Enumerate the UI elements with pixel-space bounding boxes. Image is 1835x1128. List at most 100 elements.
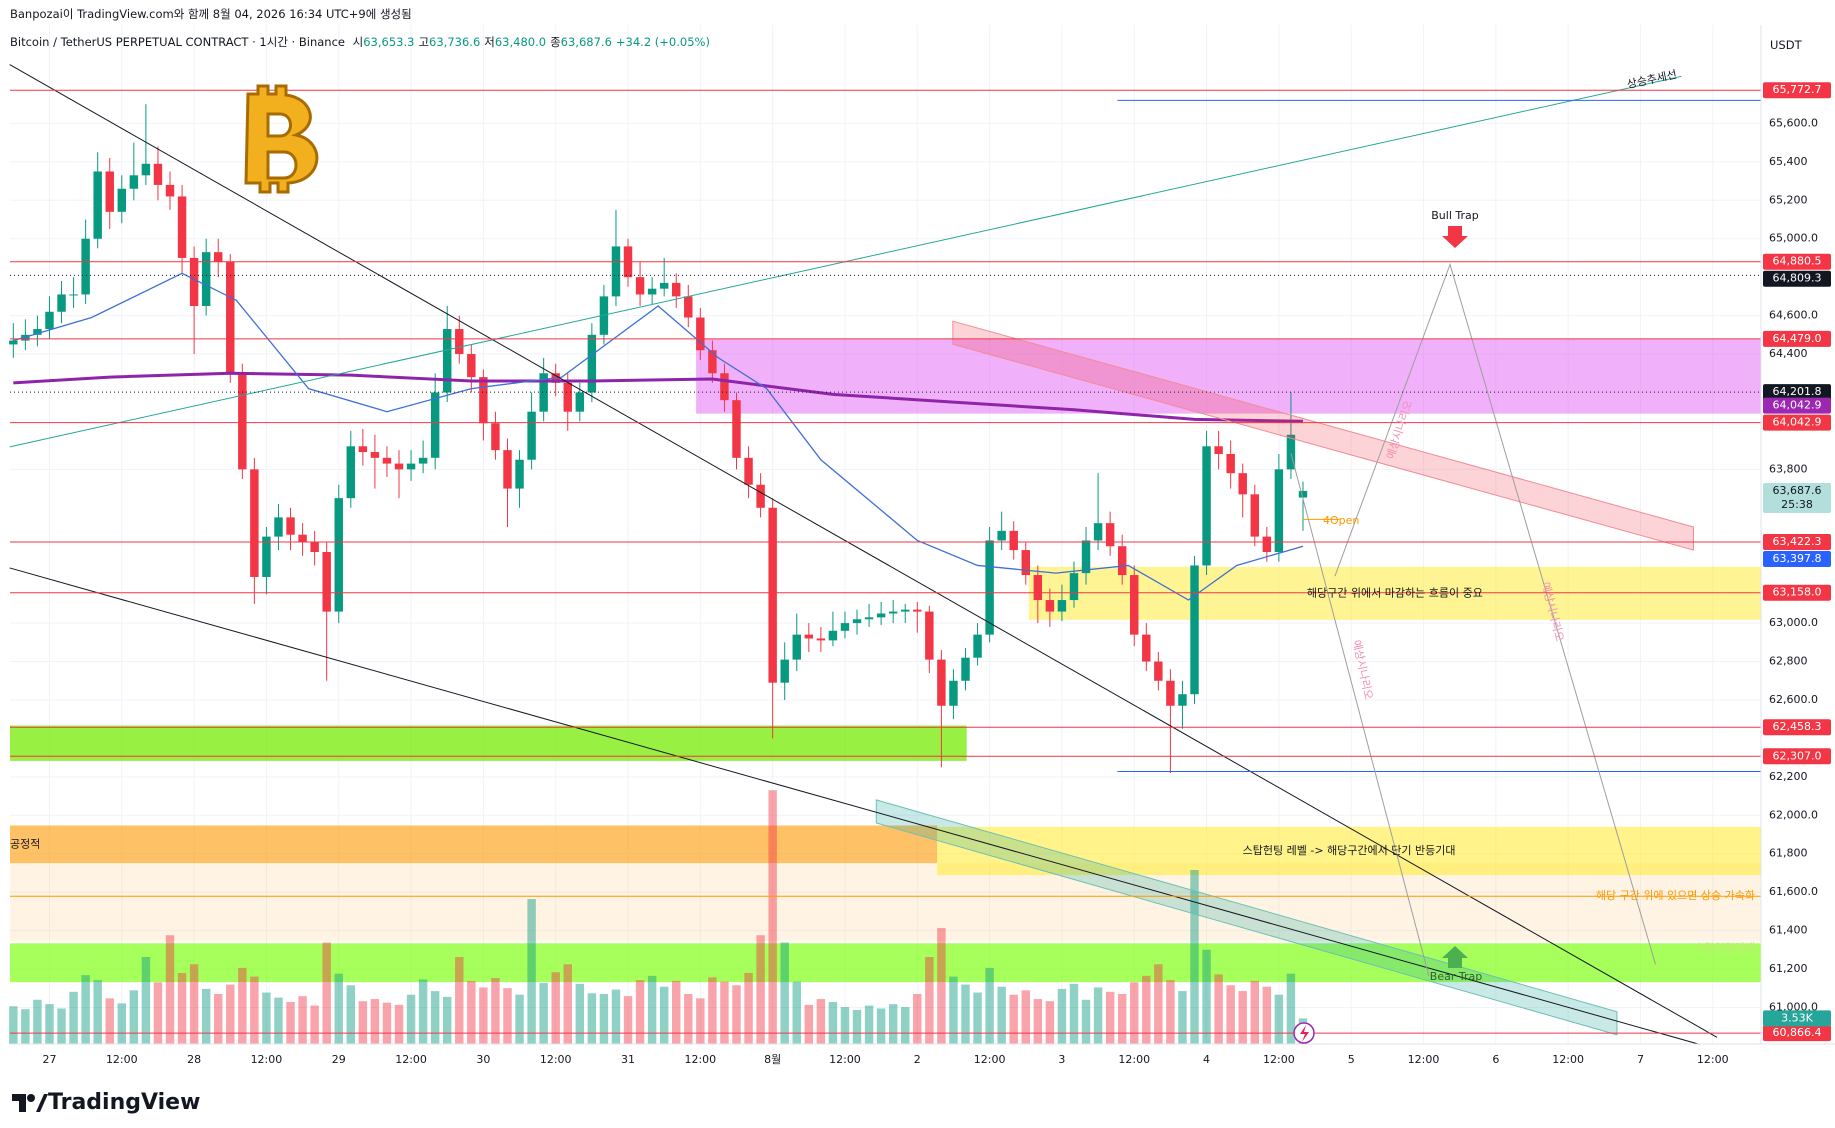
trend-line [1290, 453, 1430, 977]
price-badge [1763, 397, 1831, 414]
volume-bar [792, 981, 801, 1044]
candle-body [1226, 453, 1235, 474]
volume-bar [346, 985, 356, 1044]
event-icon-bolt [1300, 1025, 1309, 1042]
candle-body [479, 377, 488, 424]
candle-body [117, 188, 127, 212]
volume-bar [864, 1005, 874, 1044]
candle-body [925, 611, 934, 660]
x-tick-label: 12:00 [974, 1053, 1006, 1066]
volume-bar [479, 987, 488, 1044]
volume-bar [684, 993, 693, 1044]
candle-body [334, 498, 343, 612]
price-badge [1763, 482, 1831, 513]
y-tick-label: 62,600.0 [1769, 693, 1818, 706]
ohlc-label: 시 [352, 35, 364, 49]
volume-bar [177, 972, 187, 1044]
volume-bar [21, 1009, 30, 1044]
volume-bar [876, 1008, 886, 1044]
x-tick-label: 12:00 [829, 1053, 861, 1066]
moving-average [13, 371, 1304, 423]
price-badge [1763, 414, 1831, 431]
candle-body [1117, 546, 1127, 576]
volume-bar [720, 981, 729, 1044]
price-badge-label: 64,201.8 [1773, 385, 1822, 398]
candle-body [708, 350, 717, 374]
volume-bar [768, 790, 777, 1044]
candle-body [346, 446, 356, 499]
volume-bar [816, 999, 826, 1044]
volume-bar [937, 928, 946, 1044]
candle-body [1130, 575, 1139, 635]
candle-body [720, 373, 729, 401]
candle-body [1250, 494, 1259, 537]
candle-body [672, 282, 681, 297]
change: +34.2 (+0.05%) [615, 35, 710, 49]
bear-trap-arrow [1442, 946, 1468, 968]
volume-bar [985, 967, 994, 1044]
y-tick-label: 65,400 [1769, 155, 1808, 168]
candle-body [949, 680, 958, 706]
ohlc-value: 63,687.6 [560, 35, 612, 49]
volume-bar [418, 979, 428, 1044]
volume-bar [647, 975, 657, 1044]
candle-body [527, 411, 536, 460]
x-tick-label: 7 [1637, 1053, 1644, 1066]
candle-body [684, 296, 693, 318]
candle-body [816, 638, 826, 641]
trend-line [9, 567, 1700, 1045]
candle-body [864, 617, 874, 620]
volume-bar [780, 942, 789, 1044]
currency: USDT [1770, 38, 1802, 52]
volume-bar [587, 993, 597, 1044]
y-tick-label: 62,200 [1769, 770, 1808, 783]
candle-body [443, 329, 452, 393]
volume-bar [93, 980, 102, 1044]
volume-bar [925, 957, 934, 1044]
candle-body [467, 354, 476, 378]
candle-body [503, 450, 512, 489]
countdown: 25:38 [1781, 498, 1813, 511]
volume-bar [1226, 985, 1235, 1044]
volume-bar [69, 991, 78, 1044]
volume-bar [45, 1004, 54, 1044]
volume-bar [382, 1002, 392, 1044]
y-tick-label: 65,200 [1769, 193, 1808, 206]
candle-body [804, 634, 814, 639]
brand-name: TradingView [48, 1090, 201, 1115]
y-tick-label: 65,000.0 [1769, 232, 1818, 245]
candle-body [129, 175, 139, 189]
x-tick-label: 12:00 [1118, 1053, 1150, 1066]
volume-bar [1286, 973, 1296, 1044]
volume-bar [322, 942, 331, 1044]
zone [10, 943, 1761, 983]
volume-bar [611, 989, 621, 1044]
volume-bar [334, 973, 343, 1044]
candle-body [274, 517, 283, 537]
zone-label: 스탑헌팅 레벨 -> 해당구간에서 단기 반등기대 [1243, 843, 1456, 857]
candle-body [515, 459, 524, 489]
candle-body [985, 540, 994, 635]
candle-body [250, 469, 259, 577]
bull-trap-label: Bull Trap [1431, 209, 1478, 222]
volume-badge-label: 3.53K [1781, 1011, 1813, 1024]
zone-label: 공정적 [10, 837, 40, 850]
price-badge-label: 64,479.0 [1773, 332, 1822, 345]
volume-badge [1763, 1010, 1831, 1027]
candle-body [888, 611, 898, 614]
volume-bar [238, 967, 247, 1044]
volume-bar [189, 964, 199, 1044]
x-tick-label: 2 [914, 1053, 921, 1066]
candle-body [430, 392, 440, 458]
volume-bar [575, 983, 585, 1044]
volume-bar [105, 998, 114, 1044]
band [875, 799, 1618, 1036]
volume-bar [828, 1001, 838, 1044]
price-badge [1763, 550, 1831, 567]
price-badge-label: 63,422.3 [1773, 535, 1822, 548]
price-badge [1763, 584, 1831, 601]
candle-body [732, 400, 741, 458]
candle-body [840, 623, 850, 631]
price-badge-label: 64,042.9 [1773, 399, 1822, 412]
